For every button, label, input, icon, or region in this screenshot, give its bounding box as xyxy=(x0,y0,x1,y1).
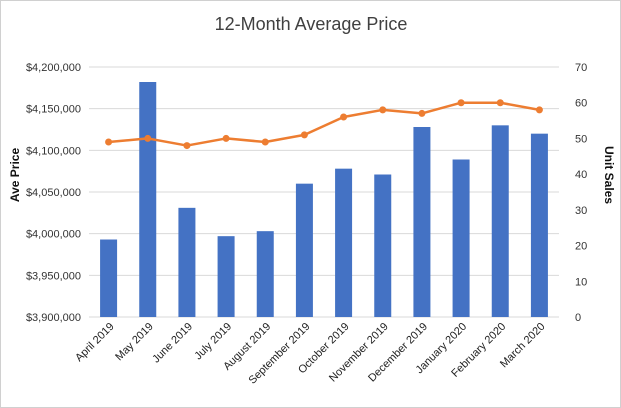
y2-tick-label: 50 xyxy=(575,133,587,145)
y2-axis-label: Unit Sales xyxy=(602,146,616,204)
y-tick-label: $4,100,000 xyxy=(26,145,81,157)
y2-tick-label: 20 xyxy=(575,241,587,253)
chart-title: 12-Month Average Price xyxy=(215,14,408,34)
bar xyxy=(256,231,274,317)
bar xyxy=(413,127,431,317)
y2-tick-label: 10 xyxy=(575,276,587,288)
y2-tick-label: 0 xyxy=(575,312,581,324)
y2-tick-label: 30 xyxy=(575,205,587,217)
gridlines xyxy=(89,66,559,318)
unit-sales-line xyxy=(108,101,540,147)
bar xyxy=(139,82,157,317)
left-axis-ticks: $3,900,000 $3,950,000 $4,000,000 $4,050,000… xyxy=(26,62,81,324)
x-tick-label: April 2019 xyxy=(73,321,117,365)
y-tick-label: $4,000,000 xyxy=(26,229,81,241)
line-point xyxy=(261,138,269,146)
line-point xyxy=(300,131,308,139)
line-point xyxy=(418,109,426,117)
y2-tick-label: 60 xyxy=(575,98,587,110)
y-tick-label: $4,150,000 xyxy=(26,104,81,116)
bar xyxy=(335,168,353,317)
bar xyxy=(374,174,392,317)
y2-tick-label: 70 xyxy=(575,62,587,74)
bar-series xyxy=(100,82,548,317)
line-point xyxy=(183,142,191,150)
x-tick-label: July 2019 xyxy=(192,321,234,363)
y-tick-label: $3,900,000 xyxy=(26,312,81,324)
y-tick-label: $4,200,000 xyxy=(26,62,81,74)
y-tick-label: $3,950,000 xyxy=(26,270,81,282)
line-point xyxy=(340,113,348,121)
line-point xyxy=(379,106,387,114)
bar xyxy=(100,239,118,317)
bar xyxy=(452,159,470,317)
x-tick-label: June 2019 xyxy=(150,321,195,366)
bar xyxy=(491,125,509,317)
line-point xyxy=(535,106,543,114)
y-axis-label: Ave Price xyxy=(8,148,22,203)
right-axis-ticks: 0 10 20 30 40 50 60 70 xyxy=(575,62,587,324)
line-point xyxy=(222,134,230,142)
line-point xyxy=(105,138,113,146)
bar xyxy=(178,207,196,317)
line-point xyxy=(496,99,504,107)
line-point xyxy=(144,134,152,142)
bar xyxy=(217,236,235,317)
line-point xyxy=(457,99,465,107)
y-tick-label: $4,050,000 xyxy=(26,187,81,199)
bar xyxy=(295,183,313,317)
line-series xyxy=(105,99,543,150)
bar xyxy=(530,133,548,317)
y2-tick-label: 40 xyxy=(575,169,587,181)
